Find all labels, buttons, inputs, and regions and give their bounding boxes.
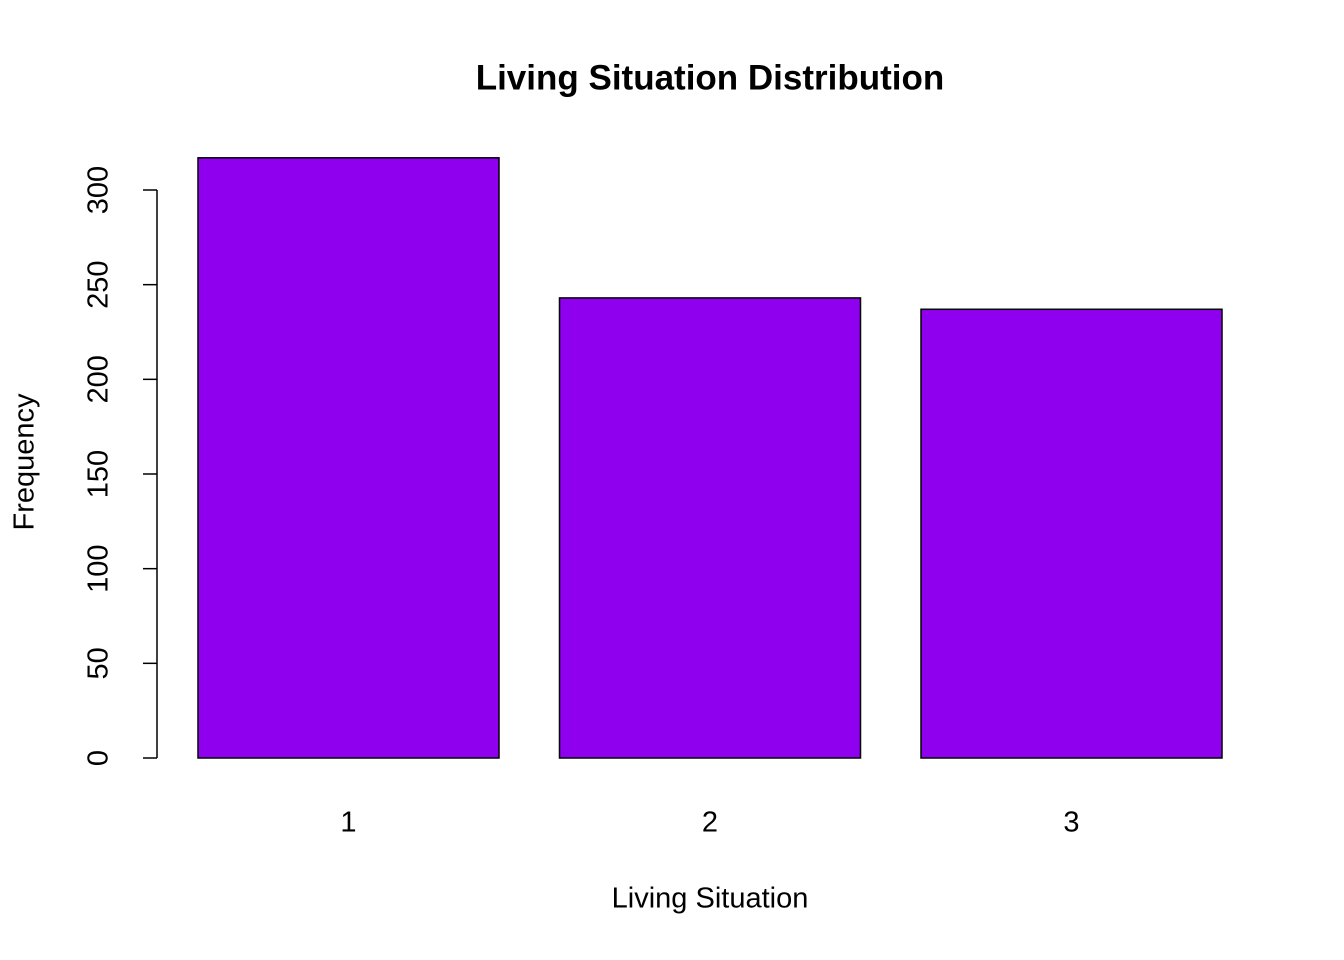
y-tick-label: 300 [83, 166, 115, 214]
x-axis-label: Living Situation [612, 883, 809, 915]
y-tick-label: 0 [83, 750, 115, 766]
bar [558, 297, 862, 759]
chart-title: Living Situation Distribution [476, 58, 945, 97]
bar [920, 308, 1223, 759]
y-tick-label: 50 [83, 647, 115, 679]
y-tick-label: 150 [83, 450, 115, 498]
y-tick-label: 100 [83, 544, 115, 592]
x-tick-label: 3 [1063, 807, 1079, 839]
bar [197, 157, 500, 759]
x-tick-label: 2 [702, 807, 718, 839]
y-tick-label: 250 [83, 260, 115, 308]
y-axis-label: Frequency [9, 393, 41, 531]
y-tick-label: 200 [83, 355, 115, 403]
x-tick-label: 1 [340, 807, 356, 839]
